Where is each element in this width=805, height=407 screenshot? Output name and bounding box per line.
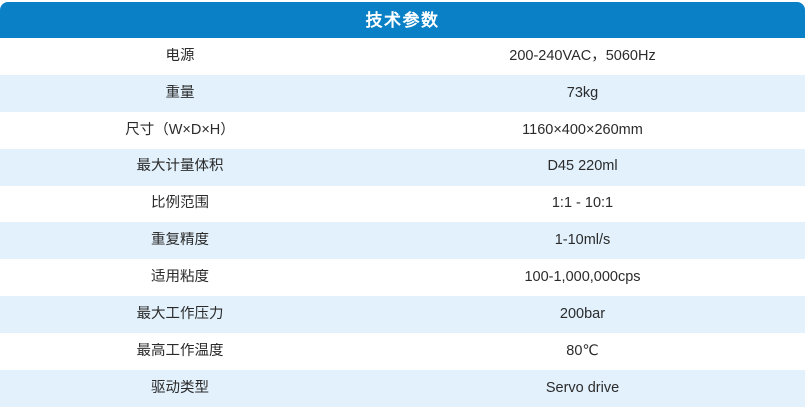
spec-label: 驱动类型: [151, 379, 209, 396]
spec-value: 1-10ml/s: [554, 232, 611, 249]
table-row: 最高工作温度 80℃: [0, 333, 805, 371]
spec-value: Servo drive: [545, 379, 620, 396]
spec-label: 重量: [165, 84, 195, 101]
table-row: 重复精度 1-10ml/s: [0, 222, 805, 260]
table-body: 电源 200-240VAC，5060Hz 重量 73kg 尺寸（W×D×H） 1…: [0, 38, 805, 407]
spec-value: 1:1 - 10:1: [551, 195, 614, 212]
table-row: 电源 200-240VAC，5060Hz: [0, 38, 805, 75]
spec-value: D45 220ml: [547, 158, 618, 175]
spec-value: 200bar: [559, 305, 606, 322]
table-row: 驱动类型 Servo drive: [0, 370, 805, 407]
spec-label: 最大工作压力: [136, 305, 224, 322]
spec-value: 100-1,000,000cps: [524, 269, 641, 286]
spec-label: 最大计量体积: [136, 158, 224, 175]
table-row: 最大计量体积 D45 220ml: [0, 148, 805, 186]
spec-label: 重复精度: [151, 232, 209, 249]
table-row: 尺寸（W×D×H） 1160×400×260mm: [0, 111, 805, 149]
spec-value: 80℃: [566, 342, 599, 359]
table-row: 适用粘度 100-1,000,000cps: [0, 259, 805, 297]
spec-value: 73kg: [566, 84, 599, 101]
spec-label: 尺寸（W×D×H）: [125, 121, 235, 138]
table-row: 比例范围 1:1 - 10:1: [0, 185, 805, 223]
table-row: 重量 73kg: [0, 74, 805, 112]
table-title: 技术参数: [365, 10, 440, 30]
spec-value: 1160×400×260mm: [522, 121, 643, 138]
spec-label: 比例范围: [151, 195, 209, 212]
spec-label: 电源: [165, 47, 195, 64]
spec-label: 最高工作温度: [136, 342, 224, 359]
table-row: 最大工作压力 200bar: [0, 296, 805, 334]
spec-label: 适用粘度: [151, 269, 209, 286]
spec-value: 200-240VAC，5060Hz: [509, 47, 656, 64]
table-header: 技术参数: [0, 2, 805, 38]
